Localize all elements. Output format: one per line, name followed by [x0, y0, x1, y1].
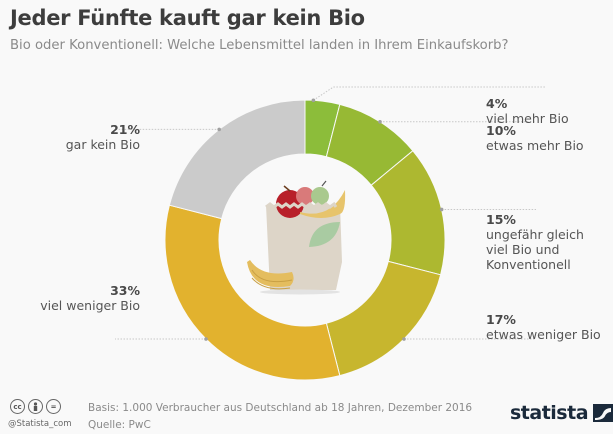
pear-shape — [311, 187, 329, 205]
slice-name: etwas weniger Bio — [486, 327, 601, 342]
slice-name: viel weniger Bio — [40, 298, 140, 313]
slice-value: 15% — [486, 212, 516, 227]
slice-value: 21% — [110, 122, 140, 137]
slice-name: ungefähr gleich — [486, 227, 584, 242]
statista-logo-icon — [593, 404, 613, 422]
slice-name: viel Bio und — [486, 242, 560, 257]
statista-handle[interactable]: @Statista_com — [8, 419, 72, 429]
slice-label: 17% etwas weniger Bio — [486, 312, 601, 342]
leader-dot — [217, 127, 221, 132]
chart-subtitle: Bio oder Konventionell: Welche Lebensmit… — [10, 38, 509, 53]
slice-name: viel mehr Bio — [486, 111, 569, 126]
bag-edge-shape — [265, 201, 338, 209]
shadow-shape — [260, 289, 340, 295]
source-text: Quelle: PwC — [88, 419, 151, 431]
leader-line — [313, 86, 546, 101]
slice-label: 33% viel weniger Bio — [40, 283, 140, 313]
footer-source: Basis: 1.000 Verbraucher aus Deutschland… — [88, 400, 472, 434]
person-icon — [33, 401, 38, 411]
slice-label: 4% viel mehr Bio — [486, 96, 569, 126]
slice-value: 10% — [486, 123, 516, 138]
leaf-shape — [309, 222, 340, 247]
banana-bottom-shape — [247, 260, 294, 287]
banana-line-shape — [251, 269, 293, 283]
leader-dot — [439, 207, 444, 212]
slice-value: 33% — [110, 283, 140, 298]
slice-value: 17% — [486, 312, 516, 327]
slice-label: 10% etwas mehr Bio — [486, 123, 584, 153]
nd-icon[interactable]: = — [46, 399, 61, 414]
pear-stem-shape — [321, 180, 327, 187]
basis-text: Basis: 1.000 Verbraucher aus Deutschland… — [88, 402, 473, 414]
donut-slice — [325, 260, 442, 377]
leader-dot — [204, 337, 208, 341]
banana-line-shape — [251, 277, 291, 290]
berry-shape — [296, 187, 314, 205]
cc-icon[interactable]: cc — [10, 399, 25, 414]
leader-dot — [378, 119, 382, 124]
slice-value: 4% — [486, 96, 508, 111]
brand-name: statista — [510, 402, 589, 424]
slice-name: etwas mehr Bio — [486, 138, 584, 153]
license-icons: cc = — [10, 399, 61, 414]
shopping-bag-illustration — [247, 180, 346, 295]
slice-name: Konventionell — [486, 257, 571, 272]
slice-label: 21% gar kein Bio — [66, 122, 140, 152]
donut-slice — [164, 204, 341, 381]
donut-slice — [168, 99, 306, 220]
statista-logo[interactable]: statista — [510, 402, 613, 424]
leader-dot — [402, 337, 406, 341]
banana-top-shape — [300, 190, 346, 218]
leader-dot — [311, 98, 316, 103]
by-icon[interactable] — [28, 399, 43, 414]
apple-stem-shape — [283, 185, 291, 192]
chart-title: Jeder Fünfte kauft gar kein Bio — [10, 6, 365, 30]
slice-name: gar kein Bio — [65, 137, 140, 152]
slice-label: 15% ungefähr gleich viel Bio und Konvention… — [486, 212, 584, 272]
